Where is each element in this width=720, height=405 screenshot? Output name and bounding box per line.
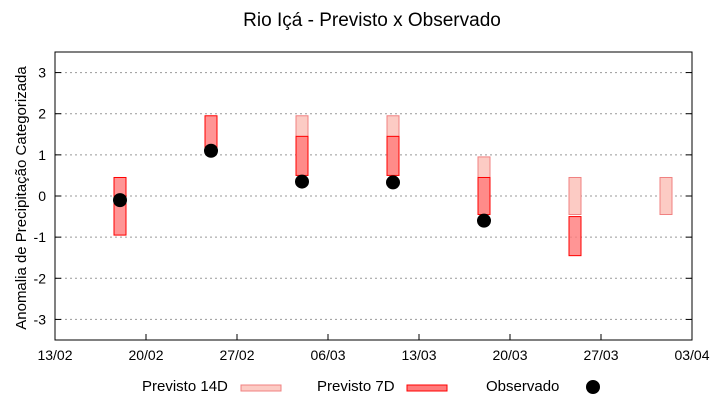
legend-label-observado: Observado: [486, 378, 559, 395]
legend-swatch-previsto-7d: [406, 384, 448, 392]
bar-previsto-14d: [659, 176, 673, 216]
bar-previsto-7d: [568, 216, 582, 257]
x-tick-label: 13/02: [37, 347, 72, 363]
y-tick-label: -2: [34, 270, 47, 286]
point-observado: [386, 175, 400, 190]
point-observado: [204, 143, 218, 158]
point-observado: [295, 174, 309, 189]
x-tick-label: 03/04: [674, 347, 709, 363]
point-observado: [113, 193, 127, 208]
y-axis-label: Anomalia de Precipitação Categorizada: [13, 66, 30, 330]
point-observado: [477, 213, 491, 228]
y-tick-label: 3: [38, 65, 46, 81]
y-tick-label: 0: [38, 188, 46, 204]
y-tick-label: 2: [38, 106, 46, 122]
grid: [55, 72, 692, 320]
ticks: 3 2 1 0 -1 -2 -3 13/02 20/02 27/02 06/03 13/03 20/03…: [34, 65, 710, 363]
x-tick-label: 27/02: [219, 347, 254, 363]
legend-swatch-previsto-14d: [240, 384, 282, 392]
bar-previsto-7d: [386, 135, 400, 176]
x-tick-label: 27/03: [583, 347, 618, 363]
chart-title: Rio Içá - Previsto x Observado: [243, 10, 501, 31]
legend: Previsto 14D Previsto 7D Observado: [142, 378, 600, 395]
bar-previsto-14d: [568, 176, 582, 216]
y-tick-label: -1: [34, 229, 47, 245]
x-tick-label: 06/03: [310, 347, 345, 363]
marks: [113, 115, 673, 257]
y-tick-label: 1: [38, 147, 46, 163]
bar-previsto-7d: [295, 135, 309, 176]
x-tick-label: 20/03: [492, 347, 527, 363]
x-tick-label: 13/03: [401, 347, 436, 363]
legend-label-previsto-7d: Previsto 7D: [317, 378, 395, 395]
y-tick-label: -3: [34, 311, 47, 327]
legend-label-previsto-14d: Previsto 14D: [142, 378, 228, 395]
bar-previsto-7d: [477, 176, 491, 216]
legend-marker-observado: [586, 380, 600, 394]
x-tick-label: 20/02: [128, 347, 163, 363]
